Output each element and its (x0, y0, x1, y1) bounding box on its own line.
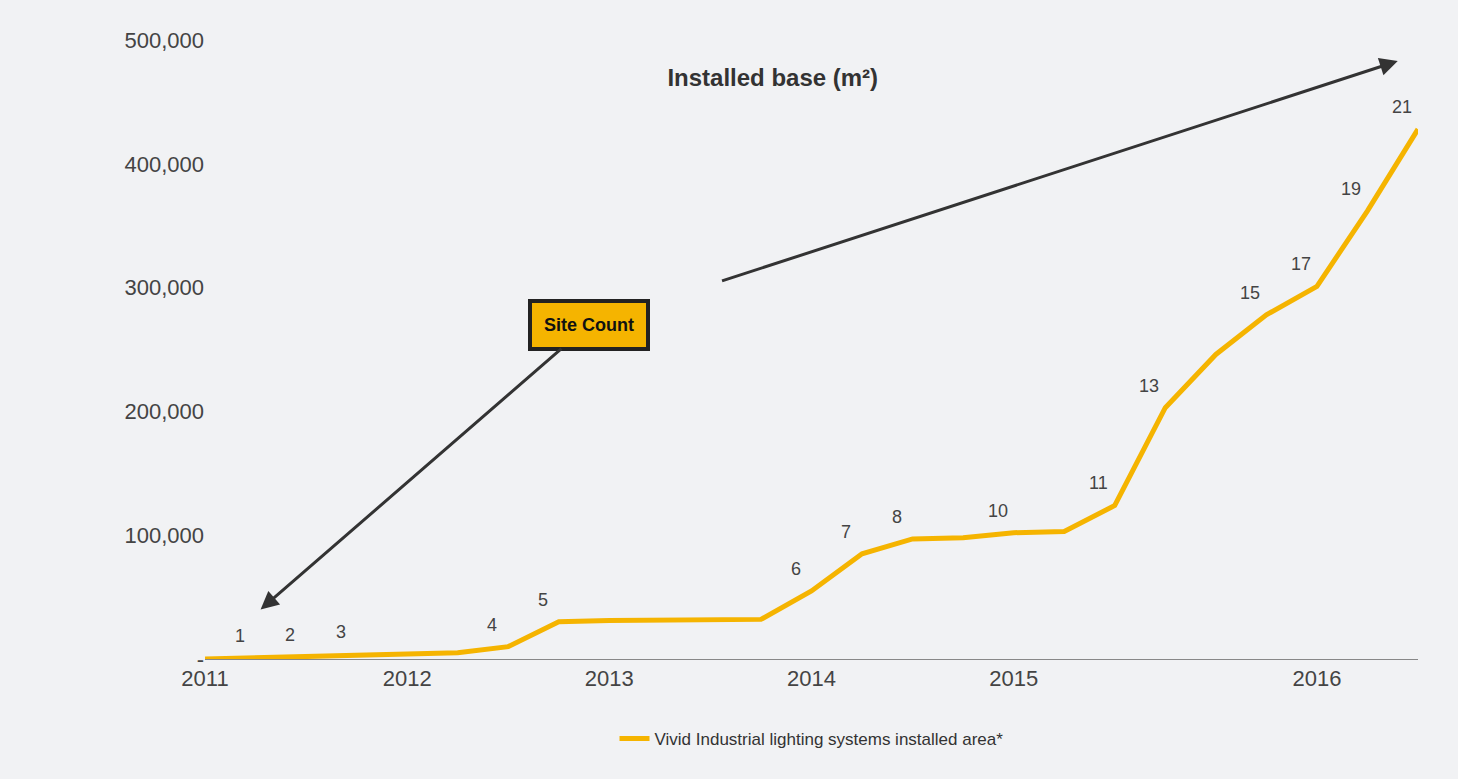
svg-text:2015: 2015 (989, 666, 1038, 691)
svg-text:2011: 2011 (181, 666, 228, 691)
svg-text:400,000: 400,000 (124, 152, 204, 177)
svg-text:3: 3 (336, 622, 346, 642)
svg-text:200,000: 200,000 (124, 399, 204, 424)
svg-text:500,000: 500,000 (124, 28, 204, 53)
svg-text:-: - (197, 647, 204, 672)
svg-text:100,000: 100,000 (124, 523, 204, 548)
svg-text:4: 4 (487, 615, 497, 635)
svg-text:6: 6 (791, 559, 801, 579)
svg-text:2014: 2014 (787, 666, 836, 691)
svg-text:2012: 2012 (383, 666, 432, 691)
svg-text:15: 15 (1240, 283, 1260, 303)
svg-text:1: 1 (235, 626, 245, 646)
svg-text:5: 5 (538, 590, 548, 610)
svg-text:8: 8 (892, 507, 902, 527)
svg-text:2016: 2016 (1292, 666, 1341, 691)
svg-text:11: 11 (1089, 473, 1108, 493)
svg-text:13: 13 (1139, 376, 1159, 396)
svg-text:Installed base (m²): Installed base (m²) (667, 64, 878, 91)
svg-text:17: 17 (1291, 254, 1311, 274)
svg-text:19: 19 (1341, 179, 1361, 199)
svg-text:Vivid Industrial lighting syst: Vivid Industrial lighting systems instal… (655, 730, 1004, 749)
svg-text:300,000: 300,000 (124, 275, 204, 300)
svg-text:Site Count: Site Count (544, 315, 634, 335)
svg-text:10: 10 (988, 501, 1008, 521)
svg-text:7: 7 (841, 522, 851, 542)
svg-text:2013: 2013 (585, 666, 634, 691)
svg-text:21: 21 (1392, 97, 1412, 117)
svg-text:2: 2 (285, 625, 295, 645)
